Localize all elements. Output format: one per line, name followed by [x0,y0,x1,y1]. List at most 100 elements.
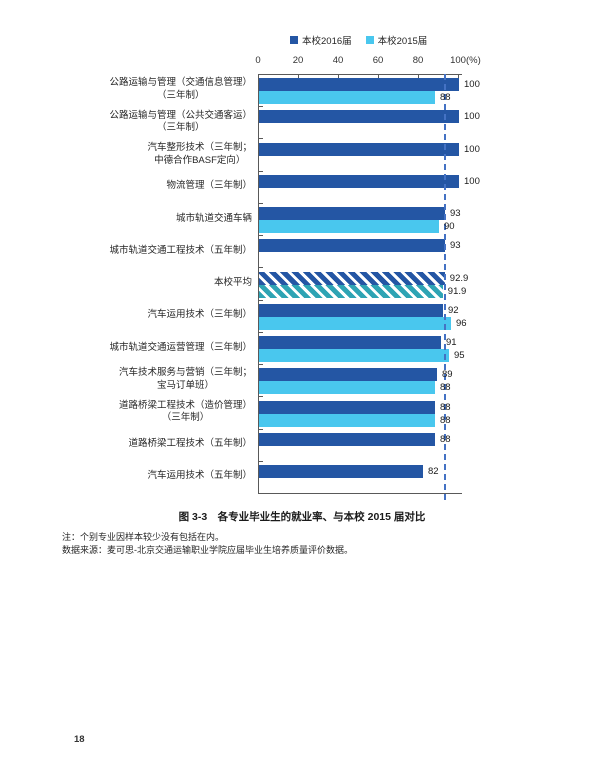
bar-2016 [259,110,459,124]
bar-2015 [259,381,435,395]
x-axis-tick-label: 100 [450,55,466,66]
category-label: 道路桥梁工程技术（造价管理） （三年制） [40,396,252,428]
category-label: 公路运输与管理（交通信息管理） （三年制） [40,74,252,106]
value-label: 100 [464,175,480,187]
value-label: 91.9 [447,285,467,297]
y-axis-tick [258,106,263,108]
category-label-text: 城市轨道交通工程技术（五年制） [109,244,252,256]
y-axis-tick [258,202,263,204]
value-label: 88 [440,401,451,413]
bar-2015 [259,284,443,298]
category-label-text: 汽车运用技术（五年制） [147,470,252,482]
x-axis-tick-label: 80 [412,55,424,66]
x-axis-tick-label: 20 [292,55,304,66]
category-label-text: 城市轨道交通运营管理（三年制） [109,341,252,353]
note-sample-size: 注：个别专业因样本较少没有包括在内。 [62,532,225,542]
y-axis-tick [258,364,263,366]
category-label-text: 城市轨道交通车辆 [175,212,252,224]
bar-2015 [259,91,435,105]
category-label-text: 道路桥梁工程技术（五年制） [128,438,252,450]
value-label: 90 [444,221,455,233]
category-label: 物流管理（三年制） [40,171,252,203]
category-label: 道路桥梁工程技术（五年制） [40,429,252,461]
value-label: 82 [428,465,439,477]
value-label: 100 [464,143,480,155]
bar-2016 [259,142,459,156]
category-label: 汽车技术服务与营销（三年制； 宝马订单班） [40,364,252,396]
y-axis-line [258,74,259,493]
bar-2015 [259,413,435,427]
bar-2015 [259,349,449,363]
category-label: 汽车整形技术（三年制； 中德合作BASF定向） [40,138,252,170]
value-label: 88 [440,382,451,394]
chart-legend: 本校2016届 本校2015届 [290,33,427,47]
category-label: 城市轨道交通运营管理（三年制） [40,332,252,364]
y-axis-tick [258,396,263,398]
average-reference-line [443,74,446,500]
x-axis-tick [378,74,379,78]
bar-2016 [259,271,445,285]
bar-2015 [259,316,451,330]
page-number: 18 [74,734,85,745]
x-axis-tick-label: 40 [332,55,344,66]
category-label-text: 本校平均 [213,277,252,289]
category-label-text: 汽车整形技术（三年制； 中德合作BASF定向） [147,141,252,166]
note-data-source: 数据来源：麦可思-北京交通运输职业学院应届毕业生培养质量评价数据。 [62,545,353,555]
value-label: 92 [448,304,459,316]
value-label: 92.9 [449,272,469,284]
category-label: 汽车运用技术（三年制） [40,300,252,332]
category-label: 公路运输与管理（公共交通客运） （三年制） [40,106,252,138]
y-axis-tick [258,493,263,494]
value-label: 100 [464,111,480,123]
x-axis-tick [258,74,259,78]
value-label: 96 [456,317,467,329]
category-label-text: 公路运输与管理（交通信息管理） （三年制） [109,77,252,102]
y-axis-tick [258,235,263,237]
bar-2015 [259,220,439,234]
legend-label: 本校2015届 [377,36,428,47]
value-label: 93 [450,240,461,252]
bar-2016 [259,368,437,382]
x-axis-unit-label: (%) [466,55,481,66]
bar-2016 [259,239,445,253]
bar-2016 [259,432,435,446]
bar-2016 [259,336,441,350]
y-axis-tick [258,460,263,462]
bar-2016 [259,174,459,188]
bar-2016 [259,207,445,221]
x-axis-tick [458,74,459,78]
y-axis-tick [258,299,263,301]
figure-caption: 图 3-3 各专业毕业生的就业率、与本校 2015 届对比 [178,511,426,523]
legend-label: 本校2016届 [302,36,352,47]
category-label: 城市轨道交通工程技术（五年制） [40,235,252,267]
y-axis-tick [258,170,263,172]
legend-swatch-icon [365,36,374,44]
legend-item: 本校2016届 [290,33,352,47]
legend-item: 本校2015届 [365,33,428,47]
value-label: 95 [454,350,465,362]
value-label: 88 [440,414,451,426]
category-label-text: 汽车技术服务与营销（三年制； 宝马订单班） [118,367,252,392]
value-label: 88 [440,433,451,445]
category-label-text: 物流管理（三年制） [166,180,252,192]
x-axis-tick [298,74,299,78]
bar-2016 [259,78,459,92]
category-label-text: 道路桥梁工程技术（造价管理） （三年制） [118,399,252,424]
x-axis-tick [338,74,339,78]
y-axis-tick [258,74,263,75]
category-label-text: 公路运输与管理（公共交通客运） （三年制） [109,109,252,134]
x-axis-tick [418,74,419,78]
value-label: 100 [464,79,480,91]
x-axis-bottom-line [258,493,462,494]
y-axis-tick [258,138,263,140]
category-label: 本校平均 [40,267,252,299]
category-label-text: 汽车运用技术（三年制） [147,309,252,321]
value-label: 88 [440,92,451,104]
value-label: 89 [442,369,453,381]
category-label: 城市轨道交通车辆 [40,203,252,235]
x-axis-tick-label: 60 [372,55,384,66]
value-label: 93 [450,208,461,220]
bar-2016 [259,400,435,414]
